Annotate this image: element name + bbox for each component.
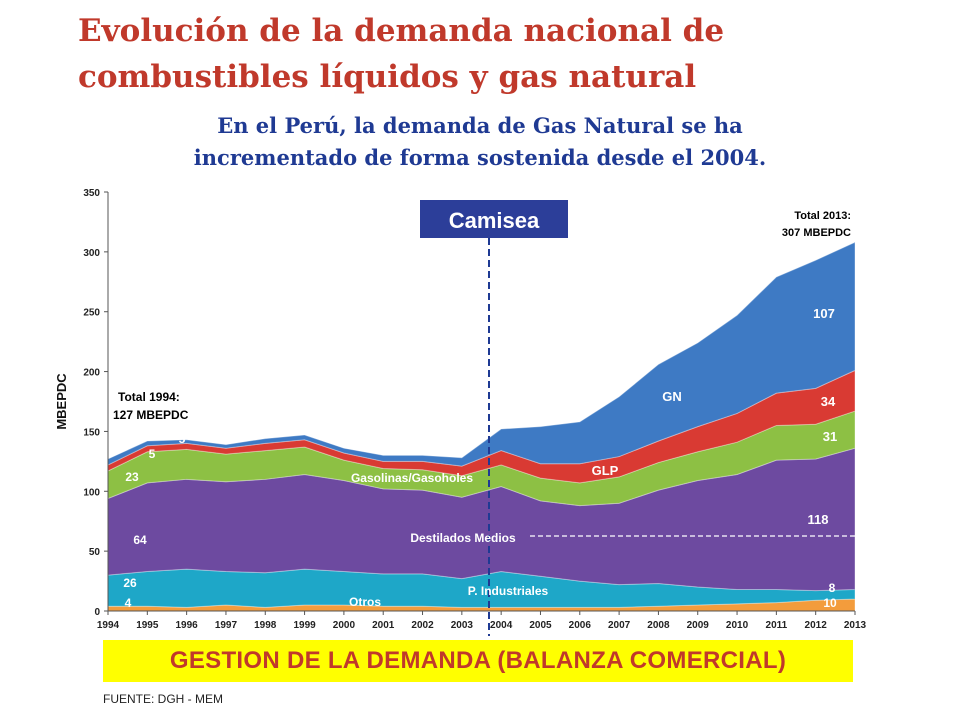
x-tick-label: 1998 [254,620,277,631]
y-tick-label: 250 [83,308,100,319]
series-label-glp: GLP [592,463,619,478]
value-label-start-destilados: 64 [133,533,147,547]
y-tick-label: 0 [94,607,100,618]
x-tick-label: 2007 [608,620,631,631]
value-label-end-otros: 10 [823,596,837,610]
x-tick-label: 2006 [569,620,592,631]
x-tick-label: 2000 [333,620,356,631]
source-note: FUENTE: DGH - MEM [103,692,223,706]
series-label-gn: GN [662,389,682,404]
x-tick-label: 2012 [805,620,828,631]
value-label-end-glp: 34 [821,394,836,409]
x-tick-label: 2013 [844,620,867,631]
x-tick-label: 2005 [529,620,552,631]
x-tick-label: 1995 [136,620,159,631]
value-label-start-glp: 5 [149,447,156,461]
x-tick-label: 1994 [97,620,120,631]
total-1994-label: Total 1994: [118,390,180,404]
x-tick-label: 1996 [176,620,199,631]
camisea-label: Camisea [449,208,540,233]
total-2013-value: 307 MBEPDC [782,227,851,239]
x-tick-label: 2003 [451,620,474,631]
value-label-end-destilados: 118 [808,512,829,527]
x-tick-label: 1999 [293,620,316,631]
x-tick-label: 2009 [687,620,710,631]
camisea-box [420,200,568,238]
value-label-end-industriales: 8 [829,581,836,595]
axis-layer: 0 50 100 150 200 250 300 350 1994 1995 1996 1997 199… [54,188,867,631]
x-tick-label: 2011 [766,620,788,631]
y-tick-label: 100 [83,487,100,498]
value-label-start-industriales: 26 [123,576,137,590]
value-label-start-otros: 4 [125,596,132,610]
x-tick-label: 2010 [726,620,749,631]
slide-subtitle: En el Perú, la demanda de Gas Natural se… [193,113,767,170]
y-tick-label: 350 [83,188,100,199]
demand-management-banner: GESTION DE LA DEMANDA (BALANZA COMERCIAL… [103,640,853,682]
y-tick-label: 150 [83,427,100,438]
x-tick-label: 1997 [215,620,238,631]
y-tick-label: 50 [89,547,101,558]
value-label-start-gn: 5 [179,432,186,446]
area-series-gn [107,241,856,467]
value-label-start-gasolinas: 23 [125,470,139,484]
y-tick-label: 200 [83,368,100,379]
x-tick-label: 2008 [647,620,670,631]
x-tick-label: 2004 [490,620,513,631]
x-tick-label: 2002 [411,620,434,631]
y-tick-label: 300 [83,248,100,259]
total-1994-value: 127 MBEPDC [113,408,189,422]
value-label-end-gn: 107 [813,306,835,321]
slide-title: Evolución de la demanda nacional de comb… [78,13,725,95]
total-2013-label: Total 2013: [794,210,851,222]
value-label-end-gasolinas: 31 [823,429,837,444]
series-label-otros: Otros [349,595,381,609]
series-label-industriales: P. Industriales [468,584,549,598]
series-layer [107,241,856,612]
series-label-gasolinas: Gasolinas/Gasoholes [351,471,473,485]
series-label-destilados: Destilados Medios [410,531,516,545]
y-axis-title: MBEPDC [54,373,69,430]
x-tick-label: 2001 [372,620,395,631]
